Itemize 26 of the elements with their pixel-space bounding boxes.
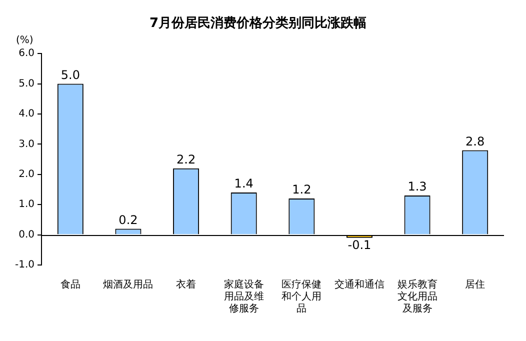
- x-tick-label: 家庭设备用品及维修服务: [224, 278, 264, 315]
- data-label: 5.0: [60, 68, 80, 82]
- chart-title: 7月份居民消费价格分类别同比涨跌幅: [149, 16, 367, 32]
- data-label: 2.8: [466, 134, 485, 148]
- x-tick-label: 衣着: [176, 278, 196, 291]
- x-tick-label: 医疗保健和个人用品: [282, 278, 322, 315]
- data-label: 1.2: [292, 182, 312, 197]
- x-tick-label: 食品: [60, 278, 80, 291]
- data-label: 0.2: [118, 212, 138, 227]
- y-tick-label: -1.0: [14, 260, 35, 271]
- x-tick-label: 娱乐教育文化用品及服务: [397, 278, 438, 315]
- y-tick-label: 3.0: [18, 138, 35, 150]
- y-tick-label: 0.0: [18, 229, 35, 240]
- y-tick-label: 2.0: [18, 168, 35, 180]
- data-label: 1.3: [408, 180, 427, 194]
- y-axis-title: (%): [16, 35, 34, 46]
- y-tick-label: 1.0: [18, 199, 35, 210]
- y-tick-label: 4.0: [18, 108, 35, 120]
- x-tick-label: 烟酒及用品: [103, 278, 154, 291]
- x-tick-label: 交通和通信: [334, 278, 384, 291]
- y-tick-label: 5.0: [18, 78, 35, 90]
- data-label: 1.4: [234, 176, 254, 191]
- data-label: 2.2: [176, 152, 196, 166]
- data-label: -0.1: [348, 238, 372, 252]
- y-tick-label: 6.0: [18, 48, 35, 60]
- x-tick-label: 居住: [465, 280, 486, 291]
